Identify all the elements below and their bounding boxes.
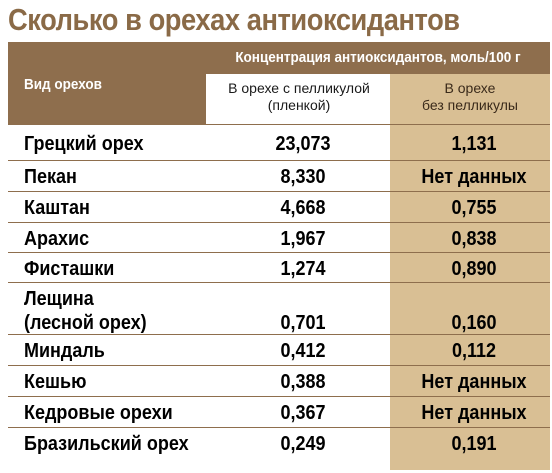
without-skin-value: 0,112 xyxy=(451,340,497,362)
row-divider xyxy=(8,396,550,397)
nut-type-header: Вид орехов xyxy=(8,42,206,124)
without-skin-header: В орехе без пелликулы xyxy=(390,74,550,124)
without-skin-value: 0,191 xyxy=(451,433,497,455)
without-skin-value: Нет данных xyxy=(421,371,527,393)
without-skin-value: 0,838 xyxy=(451,228,497,250)
row-divider xyxy=(8,427,550,428)
page-title: Сколько в орехах антиоксидантов xyxy=(8,2,460,37)
without-skin-header-label: В орехе без пелликулы xyxy=(422,80,518,113)
concentration-header-label: Концентрация антиоксидантов, моль/100 г xyxy=(235,49,521,66)
with-skin-value: 4,668 xyxy=(280,197,326,219)
with-skin-value: 23,073 xyxy=(275,133,331,155)
table-row: Фисташки 1,274 0,890 xyxy=(8,257,550,281)
nut-name: Кедровые орехи xyxy=(24,402,173,424)
row-divider xyxy=(8,191,550,192)
nut-name: Арахис xyxy=(24,228,90,250)
with-skin-header-label: В орехе с пелликулой (пленкой) xyxy=(228,80,370,113)
with-skin-value: 0,367 xyxy=(280,402,326,424)
row-divider xyxy=(8,282,550,283)
with-skin-value: 0,412 xyxy=(280,340,326,362)
nut-name: Кешью xyxy=(24,371,87,393)
row-divider xyxy=(8,160,550,161)
with-skin-header: В орехе с пелликулой (пленкой) xyxy=(214,74,384,124)
nut-name: Пекан xyxy=(24,166,77,188)
nut-name: Грецкий орех xyxy=(24,133,144,155)
table-row: Грецкий орех 23,073 1,131 xyxy=(8,132,550,156)
with-skin-column-bg xyxy=(214,124,384,470)
row-divider xyxy=(8,365,550,366)
table-row: Миндаль 0,412 0,112 xyxy=(8,339,550,363)
row-divider xyxy=(8,252,550,253)
table-row: Каштан 4,668 0,755 xyxy=(8,196,550,220)
with-skin-value: 8,330 xyxy=(280,166,326,188)
nut-type-header-label: Вид орехов xyxy=(24,76,102,93)
table-row: Арахис 1,967 0,838 xyxy=(8,227,550,251)
nut-name: Каштан xyxy=(24,197,90,219)
row-divider xyxy=(8,334,550,335)
without-skin-value: Нет данных xyxy=(421,402,527,424)
nut-name: Бразильский орех xyxy=(24,433,189,455)
table-row: Пекан 8,330 Нет данных xyxy=(8,165,550,189)
with-skin-value: 1,274 xyxy=(280,258,326,280)
nut-name: Миндаль xyxy=(24,340,105,362)
without-skin-value: 0,160 xyxy=(451,312,497,334)
with-skin-value: 0,388 xyxy=(280,371,326,393)
without-skin-value: 1,131 xyxy=(451,133,497,155)
with-skin-value: 1,967 xyxy=(280,228,326,250)
without-skin-value: 0,890 xyxy=(451,258,497,280)
with-skin-value: 0,701 xyxy=(280,312,326,334)
without-skin-value: Нет данных xyxy=(421,166,527,188)
table-row: Кешью 0,388 Нет данных xyxy=(8,370,550,394)
concentration-header: Концентрация антиоксидантов, моль/100 г xyxy=(206,42,550,74)
nut-name: Лещина (лесной орех) xyxy=(24,288,147,334)
table-row: Кедровые орехи 0,367 Нет данных xyxy=(8,401,550,425)
row-divider xyxy=(8,222,550,223)
without-skin-column-bg xyxy=(390,124,550,470)
name-column-bg xyxy=(8,124,206,470)
without-skin-value: 0,755 xyxy=(451,197,497,219)
row-divider xyxy=(8,124,550,125)
table-row: Бразильский орех 0,249 0,191 xyxy=(8,432,550,456)
table-row: Лещина (лесной орех) 0,701 0,160 xyxy=(8,287,550,335)
with-skin-value: 0,249 xyxy=(280,433,326,455)
nut-name: Фисташки xyxy=(24,258,115,280)
